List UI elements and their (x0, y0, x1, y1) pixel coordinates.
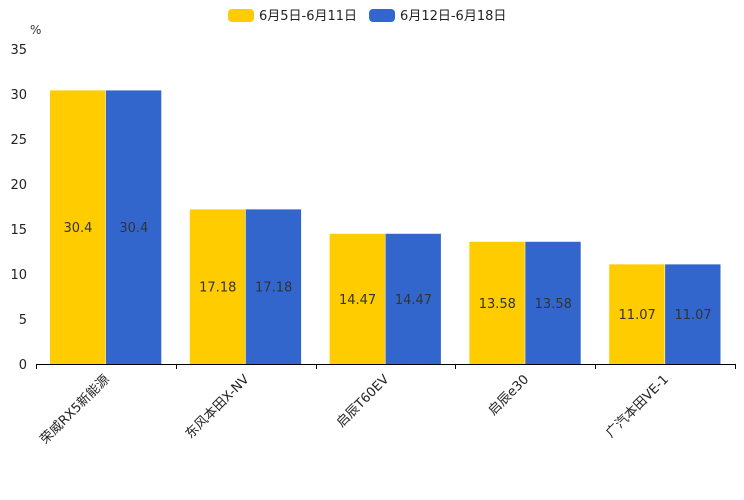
bar[interactable] (50, 90, 106, 365)
y-tick-label: 5 (19, 313, 27, 328)
bars: 30.4 30.4 17.18 17.18 14.47 14.47 13.58 13.58 11… (50, 90, 721, 365)
legend-swatch (369, 9, 396, 22)
y-axis: 0 5 10 15 20 25 30 35 (10, 43, 27, 373)
bar[interactable] (245, 209, 302, 364)
y-tick-label: 10 (10, 268, 27, 283)
data-label: 30.4 (119, 221, 148, 236)
data-label: 11.07 (619, 308, 656, 323)
data-label: 11.07 (674, 308, 711, 323)
data-label: 17.18 (199, 281, 236, 296)
x-tick-label: 荣威RX5新能源 (37, 372, 113, 448)
data-label: 13.58 (479, 297, 516, 312)
x-tick-label: 启辰e30 (486, 372, 532, 418)
bar[interactable] (105, 90, 162, 365)
data-label: 14.47 (339, 293, 376, 308)
x-tick-label: 广汽本田VE-1 (603, 372, 672, 441)
y-axis-label: % (30, 23, 41, 37)
y-tick-label: 35 (10, 43, 27, 58)
y-tick-label: 30 (10, 88, 27, 103)
x-tick-label: 东风本田X-NV (183, 372, 253, 442)
x-tick-label: 启辰T60EV (334, 372, 392, 430)
bar[interactable] (609, 264, 665, 364)
legend-label[interactable]: 6月5日-6月11日 (259, 9, 357, 24)
data-label: 30.4 (63, 221, 92, 236)
bar[interactable] (385, 233, 441, 364)
legend-swatch (228, 9, 254, 22)
bar[interactable] (189, 209, 246, 364)
y-tick-label: 0 (19, 358, 27, 373)
bar[interactable] (329, 233, 385, 364)
legend: 6月5日-6月11日 6月12日-6月18日 (228, 9, 506, 24)
bar[interactable] (525, 241, 581, 364)
data-label: 14.47 (395, 293, 432, 308)
y-tick-label: 25 (10, 133, 27, 148)
y-tick-label: 15 (10, 223, 27, 238)
y-tick-label: 20 (10, 178, 27, 193)
data-label: 13.58 (535, 297, 572, 312)
legend-label[interactable]: 6月12日-6月18日 (400, 9, 506, 24)
bar[interactable] (665, 264, 721, 364)
bar[interactable] (469, 241, 525, 364)
x-axis: 荣威RX5新能源 东风本田X-NV 启辰T60EV 启辰e30 广汽本田VE-1 (36, 364, 736, 447)
data-label: 17.18 (255, 281, 292, 296)
